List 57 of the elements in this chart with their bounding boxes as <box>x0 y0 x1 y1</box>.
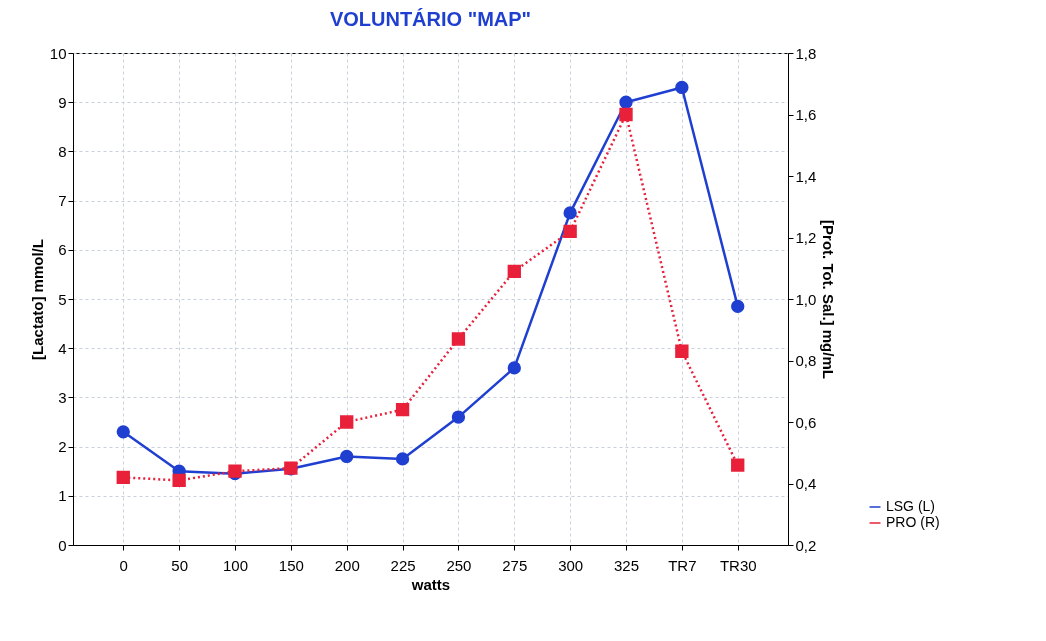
point <box>451 332 466 346</box>
point <box>172 473 186 488</box>
y-tick-label: 7 <box>58 192 67 210</box>
point <box>507 264 521 278</box>
point <box>675 344 689 358</box>
y-tick-label: 3 <box>58 388 67 406</box>
point <box>116 470 130 485</box>
point <box>451 410 466 424</box>
x-tick-label: 50 <box>171 556 188 574</box>
point <box>340 415 354 429</box>
y-tick-label: 1 <box>58 487 67 505</box>
point <box>507 361 521 375</box>
point <box>563 206 577 220</box>
x-tick-label: 275 <box>502 556 528 574</box>
y-tick-label: 6 <box>58 241 67 259</box>
y-tick-label: 0 <box>58 536 67 554</box>
x-axis-title: watts <box>410 575 451 593</box>
x-tick-label: 250 <box>446 556 472 574</box>
y2-axis-title: [Prot. Tot. Sal.] mg/mL <box>820 220 838 379</box>
y-tick-label: 8 <box>58 142 67 160</box>
legend-label: LSG (L) <box>886 498 936 514</box>
x-tick-label: 300 <box>558 556 584 574</box>
point <box>619 107 633 122</box>
y2-tick-label: 1,2 <box>795 229 817 246</box>
y2-tick-label: 0,8 <box>795 352 817 369</box>
y2-tick-label: 1,0 <box>795 290 817 308</box>
y-tick-label: 10 <box>49 44 67 62</box>
y-tick-label: 2 <box>58 438 67 456</box>
x-tick-label: 200 <box>334 556 360 574</box>
y-axis-title: [Lactato] mmol/L <box>28 239 46 360</box>
y2-tick-label: 0,6 <box>795 413 817 431</box>
y2-tick-label: 1,4 <box>795 167 817 185</box>
point <box>563 224 577 239</box>
point <box>116 425 130 439</box>
point <box>340 449 354 464</box>
y-tick-label: 5 <box>58 290 67 308</box>
point <box>675 80 689 95</box>
chart-title: VOLUNTÁRIO "MAP" <box>329 8 532 30</box>
y-tick-label: 9 <box>58 93 67 111</box>
x-tick-label: 100 <box>222 556 249 574</box>
x-tick-label: 325 <box>613 556 640 574</box>
x-tick-label: TR30 <box>719 556 757 574</box>
x-tick-label: TR7 <box>668 556 697 574</box>
point <box>619 95 633 109</box>
x-tick-label: 225 <box>390 556 416 574</box>
point <box>395 452 410 466</box>
legend-label: PRO (R) <box>886 514 940 530</box>
point <box>731 458 745 472</box>
point <box>731 299 745 314</box>
y2-tick-label: 0,4 <box>795 475 817 492</box>
y2-tick-label: 1,6 <box>795 106 817 123</box>
y2-tick-label: 0,2 <box>795 536 817 554</box>
y-tick-label: 4 <box>58 339 67 357</box>
point <box>395 403 410 417</box>
y2-tick-label: 1,8 <box>795 44 817 62</box>
x-tick-label: 150 <box>278 556 304 574</box>
x-tick-label: 0 <box>119 556 128 574</box>
